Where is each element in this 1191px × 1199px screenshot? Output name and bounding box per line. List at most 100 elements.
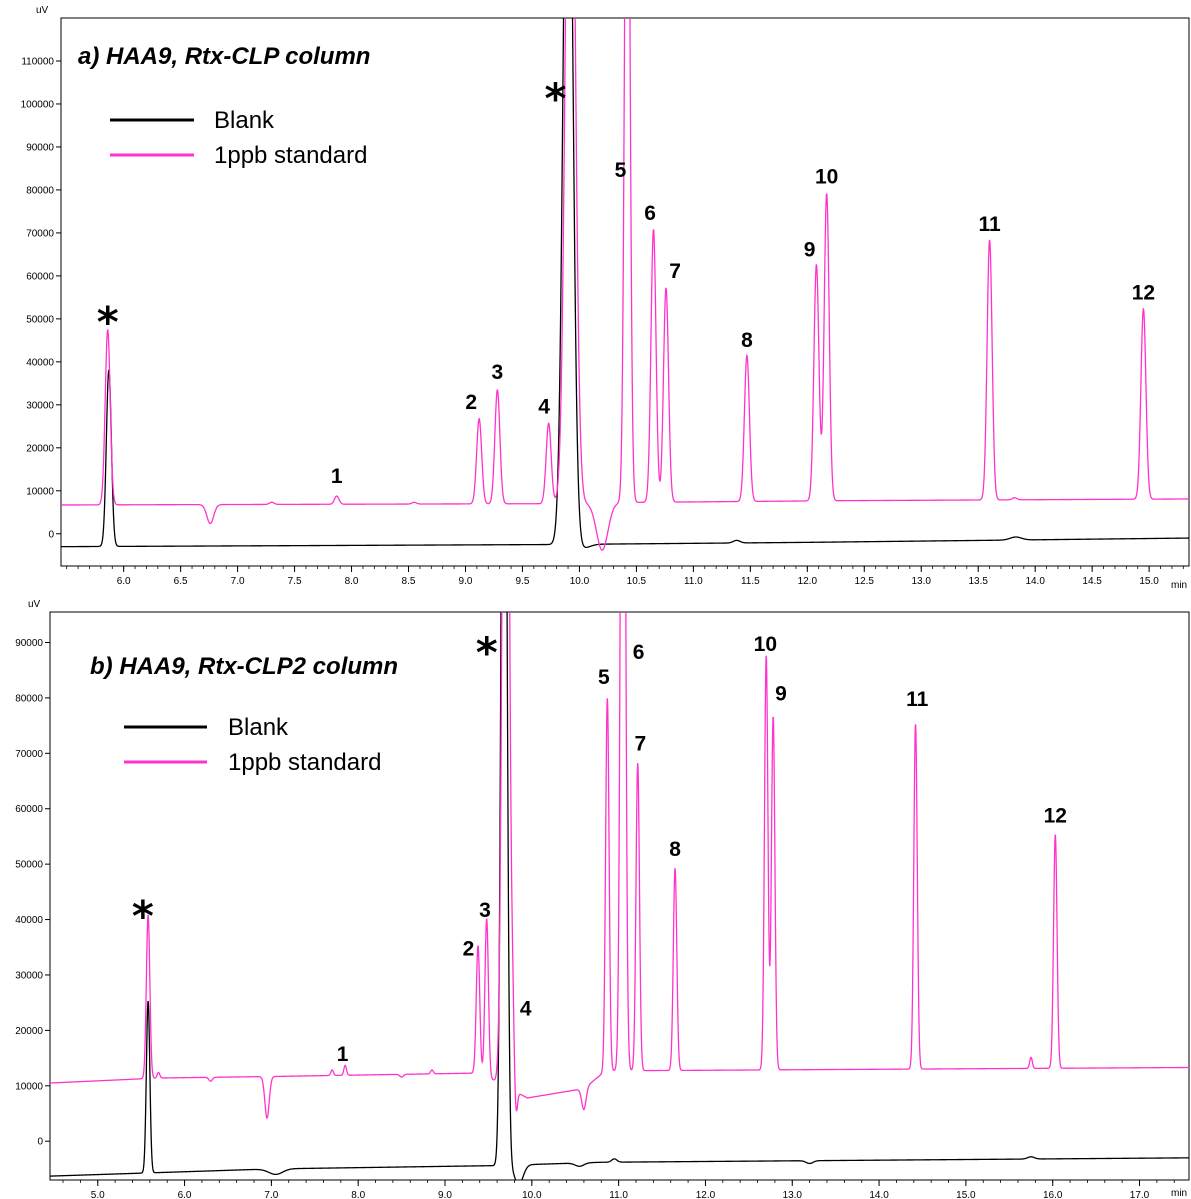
panel-a-plot-frame [60, 17, 1190, 567]
peak-label: 6 [644, 202, 656, 225]
x-tick-label: 12.0 [798, 576, 818, 587]
y-tick-label: 100000 [21, 99, 55, 110]
panel-a-chart: uV min 6.0 6.5 7.0 7.5 8.0 8.5 9.0 9.5 10.0 10.5 1… [21, 5, 1190, 591]
x-tick-label: 11.0 [609, 1190, 628, 1199]
y-tick-label: 0 [48, 529, 54, 540]
x-tick-label: 11.5 [741, 576, 760, 587]
x-tick-label: 17.0 [1130, 1190, 1150, 1199]
y-tick-label: 50000 [26, 314, 54, 325]
y-tick-label: 60000 [26, 271, 54, 282]
y-tick-label: 110000 [21, 56, 54, 67]
peak-label: 5 [598, 666, 610, 689]
x-tick-label: 9.0 [438, 1190, 452, 1199]
solvent-peak-marker: * [97, 298, 119, 347]
x-tick-label: 5.0 [91, 1190, 105, 1199]
peak-label: 6 [633, 641, 645, 664]
panel-a-x-unit: min [1171, 580, 1187, 591]
x-tick-label: 16.0 [1043, 1190, 1063, 1199]
peak-label: 12 [1044, 805, 1067, 828]
y-tick-label: 30000 [15, 970, 43, 981]
x-tick-label: 8.5 [402, 576, 416, 587]
y-tick-label: 90000 [15, 638, 43, 649]
solvent-peak-marker: * [132, 891, 154, 940]
y-tick-label: 70000 [26, 228, 54, 239]
peak-label: 3 [492, 361, 504, 384]
peak-label: 7 [634, 733, 646, 756]
legend-standard-label: 1ppb standard [214, 142, 367, 169]
y-tick-label: 30000 [26, 400, 54, 411]
peak-label: 11 [979, 213, 1002, 236]
x-tick-label: 14.0 [869, 1190, 889, 1199]
peak-label: 1 [337, 1043, 349, 1066]
panel-a-title: a) HAA9, Rtx-CLP column [78, 43, 370, 70]
blank-trace [61, 18, 1189, 549]
y-tick-label: 20000 [26, 443, 54, 454]
x-tick-label: 8.0 [345, 576, 359, 587]
x-tick-label: 13.0 [912, 576, 932, 587]
y-tick-label: 10000 [26, 486, 54, 497]
x-tick-label: 9.5 [516, 576, 530, 587]
panel-a-y-unit: uV [36, 5, 49, 16]
x-tick-label: 12.5 [855, 576, 875, 587]
panel-b-axes: 5.0 6.0 7.0 8.0 9.0 10.0 11.0 12.0 13.0 14.0 15.0 1… [15, 638, 1175, 1199]
peak-label: 8 [669, 838, 681, 861]
x-tick-label: 7.0 [264, 1190, 278, 1199]
peak-label: 7 [669, 260, 681, 283]
x-tick-label: 14.5 [1082, 576, 1102, 587]
standard-trace [61, 18, 1189, 551]
peak-label: 11 [906, 688, 929, 711]
y-tick-label: 50000 [15, 860, 43, 871]
y-tick-label: 40000 [15, 915, 43, 926]
peak-label: 10 [754, 633, 777, 656]
x-tick-label: 10.0 [570, 576, 590, 587]
solvent-peak-marker: * [545, 74, 567, 123]
legend-blank-label: Blank [228, 714, 289, 741]
peak-label: 5 [615, 159, 627, 182]
peak-label: 9 [775, 683, 787, 706]
y-tick-label: 90000 [26, 142, 54, 153]
peak-label: 1 [331, 465, 343, 488]
x-tick-label: 15.0 [1139, 576, 1159, 587]
blank-trace [50, 612, 1189, 1180]
x-tick-label: 10.5 [627, 576, 647, 587]
x-tick-label: 7.0 [231, 576, 245, 587]
y-tick-label: 80000 [26, 185, 54, 196]
x-tick-label: 6.5 [174, 576, 188, 587]
peak-label: 12 [1132, 282, 1155, 305]
panel-a-axes: 6.0 6.5 7.0 7.5 8.0 8.5 9.0 9.5 10.0 10.5 11.0 11.5… [21, 56, 1184, 587]
panel-b-title: b) HAA9, Rtx-CLP2 column [90, 653, 398, 680]
panel-a-legend: Blank 1ppb standard [110, 107, 367, 169]
x-tick-label: 6.0 [178, 1190, 192, 1199]
y-tick-label: 60000 [15, 804, 43, 815]
peak-label: 4 [538, 395, 550, 418]
panel-a-traces [61, 18, 1189, 551]
peak-label: 3 [479, 899, 491, 922]
y-tick-label: 80000 [15, 693, 43, 704]
x-tick-label: 13.0 [783, 1190, 803, 1199]
standard-trace [50, 612, 1189, 1120]
x-tick-label: 6.0 [117, 576, 131, 587]
x-tick-label: 11.0 [684, 576, 703, 587]
legend-blank-label: Blank [214, 107, 275, 134]
x-tick-label: 14.0 [1025, 576, 1045, 587]
peak-label: 2 [463, 938, 475, 961]
x-tick-label: 13.5 [968, 576, 988, 587]
x-tick-label: 7.5 [288, 576, 302, 587]
x-tick-label: 10.0 [522, 1190, 542, 1199]
peak-label: 4 [520, 997, 532, 1020]
peak-label: 9 [804, 239, 816, 262]
panel-b-legend: Blank 1ppb standard [124, 714, 381, 776]
peak-label: 10 [815, 165, 838, 188]
panel-b-chart: uV min 5.0 6.0 7.0 8.0 9.0 10.0 11.0 12.0 13.0 14… [15, 599, 1190, 1199]
y-tick-label: 40000 [26, 357, 54, 368]
panel-b-y-unit: uV [28, 599, 41, 610]
legend-standard-label: 1ppb standard [228, 749, 381, 776]
y-tick-label: 0 [37, 1137, 43, 1148]
x-tick-label: 9.0 [459, 576, 473, 587]
peak-label: 8 [741, 329, 753, 352]
solvent-peak-marker: * [476, 628, 498, 677]
x-tick-label: 15.0 [956, 1190, 976, 1199]
